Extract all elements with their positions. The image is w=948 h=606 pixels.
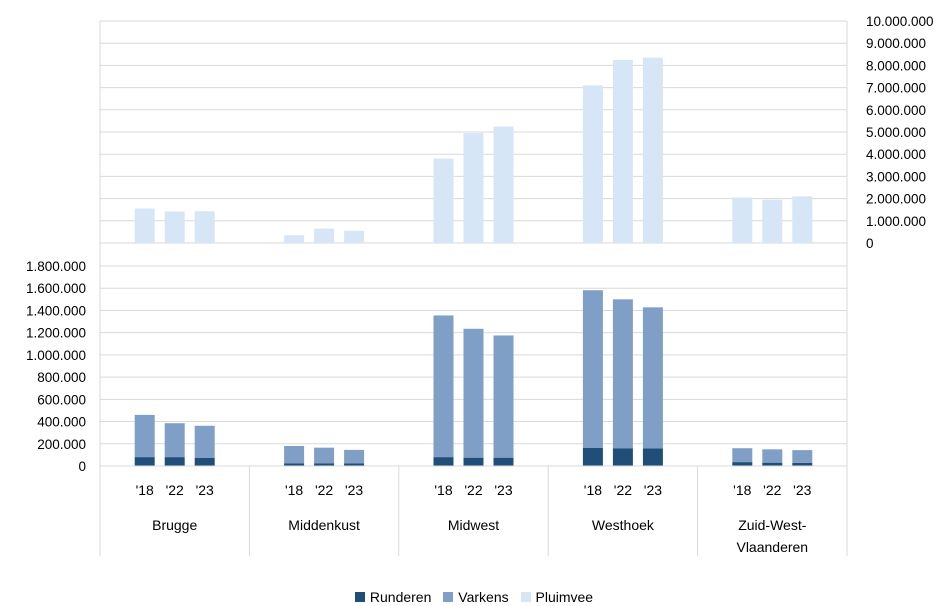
bar-runderen-2-1 — [463, 457, 484, 466]
right-axis-tick-4: 4.000.000 — [866, 147, 926, 162]
bar-runderen-1-1 — [314, 463, 335, 466]
bar-runderen-1-0 — [284, 463, 305, 466]
year-label-3-2: '23 — [644, 482, 662, 498]
bar-pluimvee-0-2 — [194, 211, 215, 243]
bar-pluimvee-2-1 — [463, 133, 484, 243]
legend-swatch-runderen — [354, 592, 365, 602]
left-axis-tick-8: 1.600.000 — [26, 281, 86, 296]
bar-pluimvee-3-2 — [642, 57, 663, 243]
bar-varkens-2-2 — [493, 335, 514, 458]
bar-runderen-1-2 — [344, 463, 365, 466]
legend: Runderen Varkens Pluimvee — [0, 589, 948, 605]
year-label-4-0: '18 — [733, 482, 751, 498]
year-label-1-1: '22 — [315, 482, 333, 498]
year-label-0-1: '22 — [166, 482, 184, 498]
bar-runderen-2-2 — [493, 457, 514, 466]
year-label-3-1: '22 — [614, 482, 632, 498]
category-label-1: Middenkust — [288, 517, 360, 533]
bar-pluimvee-4-0 — [732, 197, 753, 243]
left-axis-tick-2: 400.000 — [37, 415, 86, 430]
bar-varkens-1-2 — [344, 449, 365, 464]
bar-varkens-0-1 — [164, 423, 185, 458]
bar-pluimvee-0-0 — [134, 208, 155, 243]
bar-pluimvee-1-2 — [344, 230, 365, 243]
left-axis-tick-1: 200.000 — [37, 437, 86, 452]
bar-runderen-0-1 — [164, 457, 185, 466]
category-label-4-0: Zuid-West- — [738, 517, 807, 533]
year-label-1-2: '23 — [345, 482, 363, 498]
year-label-1-0: '18 — [285, 482, 303, 498]
category-label-3: Westhoek — [592, 517, 655, 533]
left-axis-tick-7: 1.400.000 — [26, 303, 86, 318]
right-axis-tick-9: 9.000.000 — [866, 36, 926, 51]
category-label-4-1: Vlaanderen — [736, 539, 808, 555]
left-axis-tick-4: 800.000 — [37, 370, 86, 385]
bar-varkens-3-1 — [612, 299, 633, 449]
right-axis-tick-8: 8.000.000 — [866, 58, 926, 73]
legend-swatch-pluimvee — [520, 592, 531, 602]
bar-runderen-2-0 — [433, 457, 454, 466]
bar-varkens-1-1 — [314, 447, 335, 464]
year-label-2-2: '23 — [494, 482, 512, 498]
bar-pluimvee-3-0 — [582, 85, 603, 243]
bar-pluimvee-4-1 — [762, 199, 783, 243]
bar-varkens-4-2 — [792, 450, 813, 463]
bar-varkens-3-0 — [582, 290, 603, 448]
year-label-0-0: '18 — [136, 482, 154, 498]
legend-item-varkens: Varkens — [443, 589, 509, 605]
bar-runderen-3-0 — [582, 448, 603, 466]
bar-varkens-1-0 — [284, 446, 305, 464]
bar-runderen-0-2 — [194, 458, 215, 466]
year-label-0-2: '23 — [196, 482, 214, 498]
legend-label-varkens: Varkens — [458, 589, 509, 605]
bar-runderen-4-0 — [732, 462, 753, 466]
bar-varkens-0-2 — [194, 425, 215, 458]
right-axis-tick-10: 10.000.000 — [866, 14, 934, 29]
legend-label-pluimvee: Pluimvee — [535, 589, 594, 605]
left-axis-tick-5: 1.000.000 — [26, 348, 86, 363]
bar-pluimvee-4-2 — [792, 196, 813, 243]
bar-pluimvee-1-0 — [284, 235, 305, 243]
year-label-4-1: '22 — [763, 482, 781, 498]
category-label-2: Midwest — [448, 517, 499, 533]
year-label-2-0: '18 — [434, 482, 452, 498]
year-label-4-2: '23 — [793, 482, 811, 498]
bar-pluimvee-1-1 — [314, 228, 335, 243]
right-axis-tick-5: 5.000.000 — [866, 125, 926, 140]
right-axis-tick-6: 6.000.000 — [866, 103, 926, 118]
bar-runderen-4-2 — [792, 462, 813, 466]
bar-varkens-0-0 — [134, 414, 155, 458]
left-axis-tick-3: 600.000 — [37, 392, 86, 407]
bar-pluimvee-2-0 — [433, 158, 454, 243]
right-axis-tick-2: 2.000.000 — [866, 192, 926, 207]
category-label-0: Brugge — [152, 517, 197, 533]
bar-pluimvee-3-1 — [612, 59, 633, 243]
left-axis-tick-6: 1.200.000 — [26, 326, 86, 341]
legend-label-runderen: Runderen — [369, 589, 432, 605]
bar-varkens-3-2 — [642, 307, 663, 449]
legend-item-runderen: Runderen — [354, 589, 432, 605]
bar-runderen-4-1 — [762, 462, 783, 466]
bar-runderen-0-0 — [134, 457, 155, 466]
left-axis-tick-9: 1.800.000 — [26, 259, 86, 274]
bar-varkens-2-0 — [433, 315, 454, 458]
right-axis-tick-0: 0 — [866, 236, 874, 251]
right-axis-tick-7: 7.000.000 — [866, 81, 926, 96]
bar-pluimvee-0-1 — [164, 211, 185, 243]
bar-runderen-3-2 — [642, 448, 663, 466]
legend-item-pluimvee: Pluimvee — [520, 589, 594, 605]
right-axis-tick-3: 3.000.000 — [866, 169, 926, 184]
legend-swatch-varkens — [443, 592, 454, 602]
bar-varkens-4-0 — [732, 448, 753, 463]
year-label-3-0: '18 — [584, 482, 602, 498]
bar-varkens-2-1 — [463, 328, 484, 458]
bar-varkens-4-1 — [762, 449, 783, 463]
bar-runderen-3-1 — [612, 448, 633, 466]
year-label-2-1: '22 — [464, 482, 482, 498]
left-axis-tick-0: 0 — [78, 459, 86, 474]
bar-pluimvee-2-2 — [493, 126, 514, 243]
right-axis-tick-1: 1.000.000 — [866, 214, 926, 229]
